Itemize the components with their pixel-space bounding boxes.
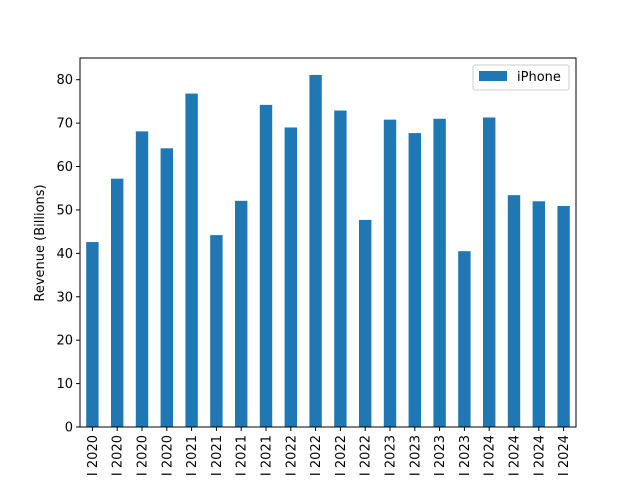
bar [433,118,446,427]
x-tick-label: I 2020 [160,435,175,476]
y-tick-label: 60 [56,160,73,175]
bar [532,201,545,427]
x-tick-label: I 2021 [185,435,200,476]
x-tick-label: I 2021 [210,435,225,476]
x-tick-label: I 2022 [334,435,349,476]
x-tick-label: I 2020 [86,435,101,476]
bar [408,133,421,427]
y-tick-label: 80 [56,73,73,88]
bar [86,242,99,427]
x-tick-label: I 2022 [359,435,374,476]
x-tick-label: I 2023 [458,435,473,476]
y-axis-label: Revenue (Billions) [33,184,48,301]
bar [359,219,372,427]
bar [259,104,273,427]
legend: iPhone [472,64,570,91]
x-tick-label: I 2021 [235,435,250,476]
x-tick-label: I 2024 [557,435,572,476]
x-tick-label: I 2020 [136,435,151,476]
x-tick-label: I 2023 [384,435,399,476]
x-tick-label: I 2022 [309,435,324,476]
x-tick-label: I 2023 [433,435,448,476]
bar [284,127,297,428]
x-tick-label: I 2020 [111,435,126,476]
plot-frame [79,57,577,428]
x-tick-label: I 2023 [408,435,423,476]
x-tick-label: I 2024 [532,435,547,476]
y-tick-label: 0 [65,421,73,436]
bar [135,131,149,427]
x-tick-label: I 2021 [260,435,275,476]
bar [309,74,322,428]
bar [557,206,570,427]
axes-layer: 0 10 20 30 40 50 60 70 80 I 2020 I 2020 I 2020 I 202… [56,57,577,476]
bars-layer [86,74,570,428]
bar [235,200,248,427]
bar [507,195,521,427]
x-tick-label: I 2024 [508,435,523,476]
bar [111,178,124,427]
y-tick-label: 70 [56,117,73,132]
y-tick-label: 40 [56,247,73,262]
x-tick-label: I 2022 [284,435,299,476]
bar [334,110,347,427]
bar [210,235,223,427]
y-tick-label: 50 [56,203,73,218]
legend-swatch [479,71,507,81]
bar [160,148,173,428]
bar [458,251,471,427]
bar [383,119,397,427]
y-tick-label: 30 [56,290,73,305]
y-tick-label: 20 [56,334,73,349]
x-tick-label: I 2024 [483,435,498,476]
legend-label: iPhone [517,70,561,85]
bar [185,93,198,427]
y-tick-label: 10 [56,377,73,392]
bar [483,117,496,427]
